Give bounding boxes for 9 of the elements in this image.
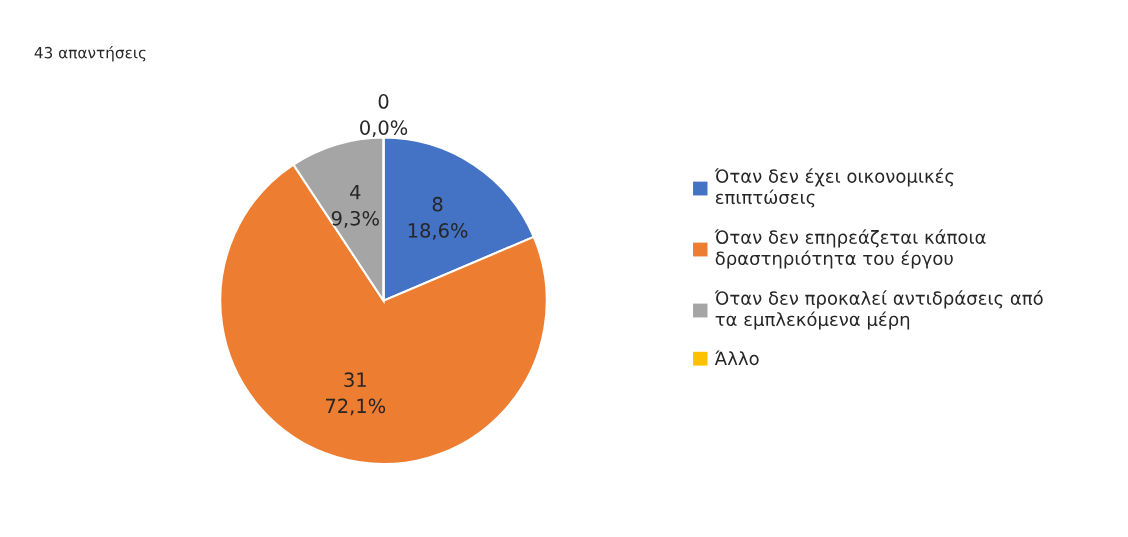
data-label: 31 72,1% [326, 372, 386, 416]
legend-label: Όταν δεν έχει οικονομικές επιπτώσεις [714, 168, 954, 208]
legend-label: Άλλο [714, 350, 759, 366]
text: 43 απαντήσεις [34, 45, 146, 62]
legend-label: Όταν δεν προκαλεί αντιδράσεις από τα εμπλεκόμενα μέρη [714, 290, 1043, 330]
data-label: 4 9,3% [331, 185, 379, 228]
data-label: 8 18,6% [408, 196, 468, 240]
text: 0 0,0% [360, 94, 408, 137]
legend-label: Όταν δεν επηρεάζεται κάποια δραστηριότητα του έργου [714, 229, 986, 269]
